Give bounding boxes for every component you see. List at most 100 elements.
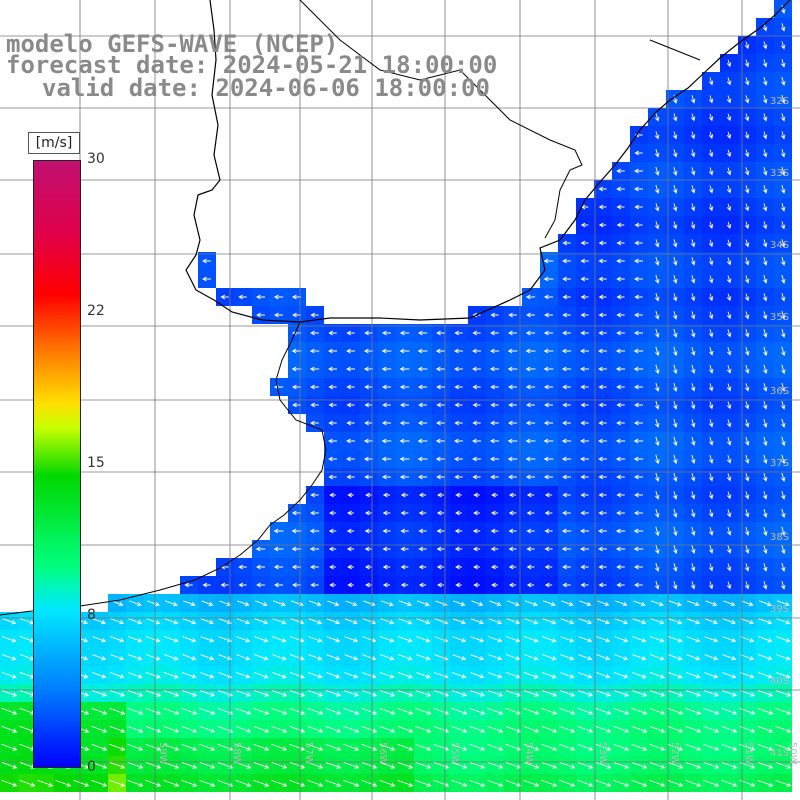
wind-arrow	[634, 204, 643, 210]
wind-arrow	[508, 564, 517, 570]
wind-arrow	[235, 743, 252, 751]
wind-arrow	[649, 672, 665, 679]
wind-arrow	[598, 384, 607, 390]
wind-arrow	[672, 293, 678, 302]
colorbar-tick-22: 22	[87, 303, 105, 319]
wind-arrow	[631, 672, 647, 679]
wind-arrow	[127, 672, 143, 679]
wind-arrow	[780, 311, 786, 320]
wind-arrow	[489, 438, 500, 444]
wind-arrow	[780, 401, 786, 410]
wind-arrow	[164, 618, 179, 625]
wind-arrow	[399, 366, 410, 372]
wind-arrow	[310, 402, 319, 408]
wind-arrow	[726, 239, 732, 248]
wind-arrow	[307, 725, 324, 733]
wind-arrow	[254, 654, 269, 661]
wind-arrow	[417, 438, 428, 444]
wind-arrow	[654, 401, 660, 410]
wind-arrow	[579, 600, 592, 607]
wind-arrow	[346, 366, 355, 372]
wind-arrow	[326, 636, 341, 643]
wind-arrow	[650, 636, 665, 643]
wind-arrow	[163, 743, 180, 751]
longitude-label: 57W	[303, 742, 314, 765]
wind-arrow	[488, 636, 503, 643]
wind-arrow	[344, 636, 359, 643]
wind-arrow	[598, 276, 607, 282]
wind-arrow	[364, 330, 373, 336]
wind-arrow	[598, 510, 607, 516]
wind-arrow	[145, 689, 162, 697]
wind-arrow	[523, 743, 540, 751]
wind-arrow	[762, 256, 768, 266]
wind-arrow	[128, 636, 143, 643]
wind-arrow	[382, 528, 391, 534]
wind-arrow	[595, 761, 612, 769]
wind-arrow	[343, 743, 360, 751]
wind-arrow	[762, 418, 768, 428]
wind-arrow	[632, 600, 646, 607]
wind-arrow	[145, 672, 161, 679]
wind-arrow	[436, 330, 445, 336]
wind-arrow	[346, 330, 355, 336]
wind-arrow	[562, 294, 571, 300]
wind-arrow	[415, 779, 432, 787]
wind-arrow	[559, 725, 576, 733]
wind-arrow	[505, 779, 522, 787]
wind-arrow	[308, 654, 323, 661]
wind-arrow	[580, 420, 589, 426]
wind-arrow	[596, 618, 610, 625]
wind-arrow	[726, 347, 732, 356]
wind-arrow	[744, 149, 750, 158]
wind-arrow	[598, 582, 607, 588]
wind-arrow	[634, 240, 643, 246]
wind-arrow	[780, 41, 786, 50]
wind-arrow	[655, 364, 660, 375]
wind-arrow	[200, 636, 215, 643]
wind-arrow	[762, 491, 768, 500]
wind-arrow	[238, 294, 247, 300]
wind-arrow	[708, 77, 714, 86]
wind-arrow	[690, 473, 696, 482]
wind-arrow	[744, 526, 750, 536]
wind-arrow	[470, 654, 485, 661]
wind-arrow	[489, 600, 502, 607]
wind-arrow	[523, 761, 540, 769]
wind-arrow	[272, 600, 286, 607]
wind-arrow	[307, 689, 324, 697]
wind-arrow	[253, 672, 269, 679]
wind-arrow	[325, 779, 342, 787]
wind-arrow	[433, 779, 450, 787]
wind-arrow	[163, 672, 179, 679]
wind-arrow	[577, 743, 594, 751]
wind-arrow	[236, 636, 251, 643]
wind-arrow	[541, 707, 558, 715]
wind-arrow	[1, 779, 18, 787]
wind-arrow	[199, 689, 215, 697]
wind-arrow	[598, 222, 607, 228]
wind-arrow	[256, 564, 266, 570]
wind-arrow	[744, 293, 750, 302]
wind-arrow	[667, 707, 684, 715]
wind-arrow	[418, 402, 427, 408]
wind-arrow	[346, 456, 355, 462]
wind-arrow	[780, 59, 786, 68]
wind-arrow	[672, 239, 678, 248]
wind-arrow	[91, 707, 108, 715]
wind-arrow	[781, 526, 786, 537]
wind-arrow	[544, 582, 553, 588]
wind-arrow	[399, 330, 410, 336]
wind-arrow	[654, 293, 660, 302]
wind-arrow	[613, 743, 630, 751]
wind-arrow	[310, 312, 319, 318]
wind-arrow	[776, 618, 791, 625]
wind-arrow	[163, 725, 180, 733]
wind-arrow	[690, 311, 696, 320]
wind-arrow	[633, 546, 644, 552]
wind-arrow	[616, 330, 625, 336]
wind-arrow	[433, 743, 450, 751]
wind-arrow	[598, 528, 607, 534]
wind-arrow	[615, 546, 626, 552]
